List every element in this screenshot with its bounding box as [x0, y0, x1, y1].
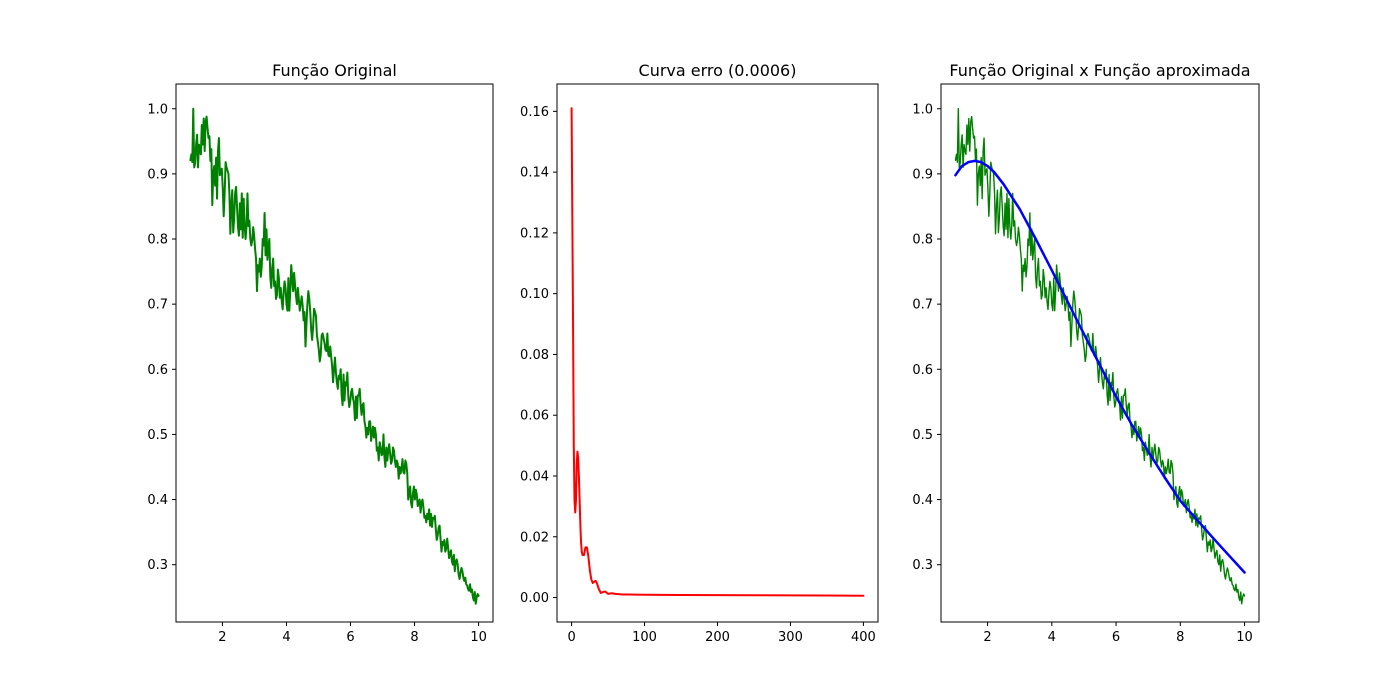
- x-tick-label: 10: [1236, 630, 1253, 645]
- y-tick-label: 0.6: [912, 363, 933, 378]
- y-tick-label: 0.16: [520, 105, 549, 120]
- x-tick-label: 10: [470, 630, 487, 645]
- subplot-title: Função Original x Função aproximada: [949, 61, 1250, 80]
- x-tick-label: 8: [1176, 630, 1184, 645]
- x-tick-label: 4: [1048, 630, 1056, 645]
- x-tick-label: 100: [632, 630, 657, 645]
- y-tick-label: 0.4: [147, 493, 168, 508]
- x-tick-label: 0: [567, 630, 575, 645]
- y-tick-label: 0.00: [520, 591, 549, 606]
- x-tick-label: 8: [410, 630, 418, 645]
- y-tick-label: 0.5: [912, 428, 933, 443]
- y-tick-label: 0.04: [520, 469, 549, 484]
- y-tick-label: 0.14: [520, 166, 549, 181]
- y-tick-label: 1.0: [147, 102, 168, 117]
- x-tick-label: 200: [705, 630, 730, 645]
- x-tick-label: 2: [983, 630, 991, 645]
- subplot-original-vs-approx: Função Original x Função aproximada 2 4 6 8…: [912, 61, 1260, 645]
- subplot-title: Curva erro (0.0006): [639, 61, 797, 80]
- y-tick-label: 0.7: [912, 298, 933, 313]
- plot-area: [954, 108, 1246, 605]
- y-tick-label: 1.0: [912, 102, 933, 117]
- x-tick-label: 4: [282, 630, 290, 645]
- y-tick-label: 0.5: [147, 428, 168, 443]
- x-tick-label: 2: [218, 630, 226, 645]
- x-tick-label: 400: [851, 630, 876, 645]
- y-tick-label: 0.7: [147, 298, 168, 313]
- y-tick-label: 0.12: [520, 226, 549, 241]
- series-line-2: [954, 159, 1246, 574]
- y-tick-label: 0.3: [147, 558, 168, 573]
- y-tick-label: 0.4: [912, 493, 933, 508]
- subplot-function-original: Função Original 2 4 6 8 10 0.3 0.4 0.5 0.6 0.7 0.8…: [147, 61, 494, 645]
- subplot-error-curve: Curva erro (0.0006) 0 100 200 300 400 0.00 0.0…: [520, 61, 879, 645]
- y-tick-label: 0.6: [147, 363, 168, 378]
- series-line-1: [570, 107, 865, 597]
- x-tick-label: 6: [1112, 630, 1120, 645]
- y-tick-label: 0.9: [912, 167, 933, 182]
- axes-frame: [940, 83, 1260, 623]
- subplot-title: Função Original: [272, 61, 397, 80]
- x-tick-label: 300: [778, 630, 803, 645]
- y-tick-label: 0.9: [147, 167, 168, 182]
- plot-area: [189, 107, 480, 605]
- series-line-1: [189, 107, 480, 605]
- y-tick-label: 0.3: [912, 558, 933, 573]
- plot-area: [570, 107, 865, 597]
- y-tick-label: 0.06: [520, 409, 549, 424]
- x-tick-label: 6: [346, 630, 354, 645]
- y-tick-label: 0.8: [912, 233, 933, 248]
- axes-frame: [175, 83, 494, 623]
- y-tick-label: 0.08: [520, 348, 549, 363]
- y-tick-label: 0.8: [147, 233, 168, 248]
- y-tick-label: 0.02: [520, 530, 549, 545]
- y-tick-label: 0.10: [520, 287, 549, 302]
